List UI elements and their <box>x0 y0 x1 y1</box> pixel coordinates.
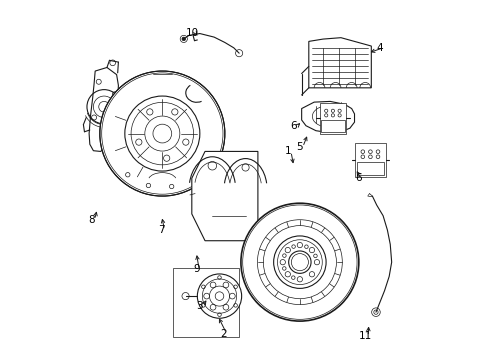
Text: 4: 4 <box>376 43 383 53</box>
Bar <box>173 267 239 337</box>
Polygon shape <box>354 143 385 177</box>
Text: 8: 8 <box>88 215 95 225</box>
Circle shape <box>182 37 185 41</box>
Text: 1: 1 <box>284 147 291 157</box>
Polygon shape <box>321 120 344 132</box>
Polygon shape <box>301 102 354 133</box>
Polygon shape <box>319 103 346 134</box>
Text: 5: 5 <box>296 142 303 152</box>
Text: 10: 10 <box>186 28 199 38</box>
Text: 6: 6 <box>290 121 297 131</box>
Text: 9: 9 <box>193 264 199 274</box>
Text: 2: 2 <box>220 329 226 339</box>
Text: 6: 6 <box>354 173 361 183</box>
Circle shape <box>241 203 358 321</box>
Text: 3: 3 <box>196 301 203 311</box>
Polygon shape <box>89 67 118 152</box>
Text: 7: 7 <box>158 225 164 235</box>
Polygon shape <box>308 38 370 88</box>
Text: 11: 11 <box>358 332 371 342</box>
Polygon shape <box>191 152 257 241</box>
Polygon shape <box>356 162 383 175</box>
Circle shape <box>197 274 241 318</box>
Circle shape <box>100 71 224 196</box>
